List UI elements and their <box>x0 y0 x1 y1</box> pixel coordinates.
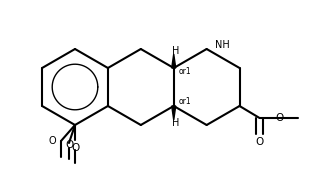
Text: O: O <box>48 136 56 146</box>
Text: or1: or1 <box>179 97 191 106</box>
Text: O: O <box>65 140 73 150</box>
Polygon shape <box>172 106 176 120</box>
Text: H: H <box>172 118 180 128</box>
Text: H: H <box>172 46 180 56</box>
Text: O: O <box>276 113 284 123</box>
Polygon shape <box>172 54 176 68</box>
Text: or1: or1 <box>179 68 191 77</box>
Text: O: O <box>255 137 264 147</box>
Text: O: O <box>71 143 79 153</box>
Text: NH: NH <box>215 40 229 50</box>
